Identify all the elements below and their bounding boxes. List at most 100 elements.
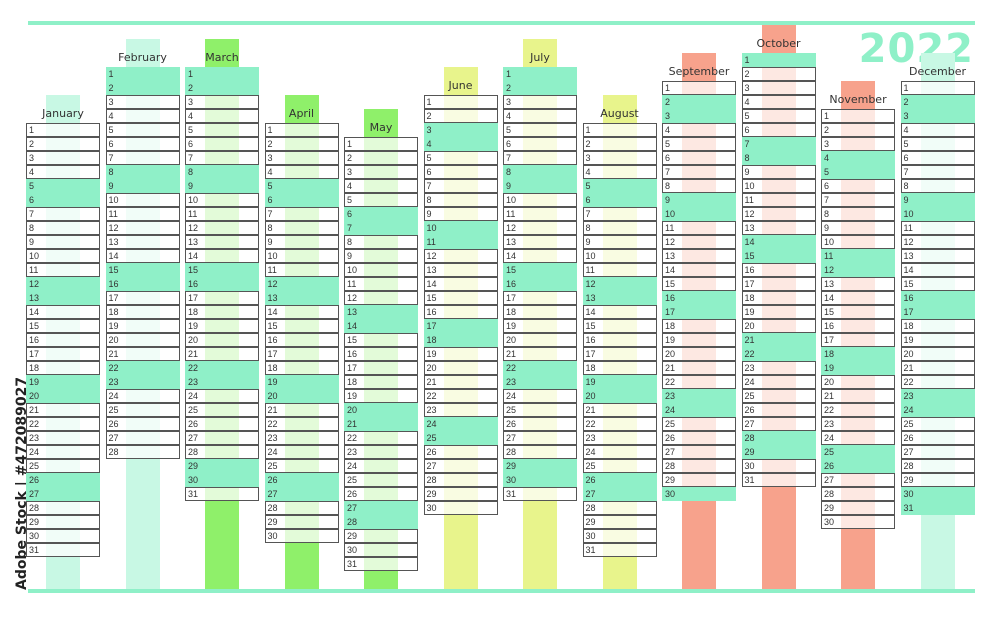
month-name: July (530, 51, 550, 64)
day-cell: 9 (344, 249, 418, 263)
day-cell: 10 (26, 249, 100, 263)
day-cell: 26 (503, 417, 577, 431)
day-cell: 24 (821, 431, 895, 445)
month-name: February (118, 51, 167, 64)
day-cell: 2 (185, 81, 259, 95)
day-cell: 27 (264, 487, 339, 501)
day-cell: 8 (264, 221, 339, 235)
day-cell: 10 (582, 249, 657, 263)
day-cell: 18 (582, 361, 657, 375)
day-cell: 2 (900, 95, 975, 109)
day-cell: 13 (503, 235, 577, 249)
day-list: 1 2 3 4 5 6 7 8 9 10 11 12 13 14 15 16 17 18 19 20 21 22 23 24 2… (503, 67, 577, 501)
day-cell: 30 (503, 473, 577, 487)
day-cell: 8 (26, 221, 100, 235)
day-cell: 17 (582, 347, 657, 361)
day-cell: 24 (344, 459, 418, 473)
bottom-rule (28, 589, 975, 593)
day-cell: 16 (900, 291, 975, 305)
day-cell: 3 (821, 137, 895, 151)
day-cell: 16 (185, 277, 259, 291)
day-cell: 8 (105, 165, 180, 179)
day-cell: 6 (26, 193, 100, 207)
day-cell: 15 (741, 249, 816, 263)
day-cell: 6 (582, 193, 657, 207)
day-cell: 4 (821, 151, 895, 165)
day-cell: 19 (105, 319, 180, 333)
month-name: June (448, 79, 473, 92)
day-list: 1 2 3 4 5 6 7 8 9 10 11 12 13 14 15 16 17 18 19 20 21 22 23 24 2… (264, 123, 339, 543)
day-cell: 16 (344, 347, 418, 361)
day-cell: 25 (264, 459, 339, 473)
day-cell: 24 (185, 389, 259, 403)
day-list: 1 2 3 4 5 6 7 8 9 10 11 12 13 14 15 16 17 18 19 20 21 22 23 24 2… (582, 123, 657, 557)
day-cell: 7 (821, 193, 895, 207)
day-cell: 8 (662, 179, 736, 193)
day-cell: 4 (264, 165, 339, 179)
day-cell: 12 (582, 277, 657, 291)
day-cell: 7 (185, 151, 259, 165)
day-cell: 25 (423, 431, 498, 445)
day-cell: 16 (105, 277, 180, 291)
day-cell: 7 (900, 165, 975, 179)
day-cell: 12 (185, 221, 259, 235)
day-cell: 12 (105, 221, 180, 235)
day-cell: 24 (423, 417, 498, 431)
day-cell: 29 (26, 515, 100, 529)
day-cell: 1 (503, 67, 577, 81)
day-cell: 11 (344, 277, 418, 291)
day-cell: 30 (344, 543, 418, 557)
day-cell: 11 (26, 263, 100, 277)
day-cell: 15 (344, 333, 418, 347)
day-cell: 29 (741, 445, 816, 459)
day-cell: 29 (662, 473, 736, 487)
day-cell: 5 (503, 123, 577, 137)
day-cell: 7 (423, 179, 498, 193)
day-cell: 1 (185, 67, 259, 81)
day-cell: 2 (264, 137, 339, 151)
day-cell: 31 (900, 501, 975, 515)
month-name: August (600, 107, 639, 120)
day-cell: 9 (582, 235, 657, 249)
day-cell: 1 (264, 123, 339, 137)
day-cell: 17 (423, 319, 498, 333)
day-cell: 21 (26, 403, 100, 417)
day-cell: 27 (503, 431, 577, 445)
day-cell: 4 (662, 123, 736, 137)
day-cell: 17 (662, 305, 736, 319)
day-cell: 3 (344, 165, 418, 179)
day-cell: 17 (26, 347, 100, 361)
day-cell: 22 (344, 431, 418, 445)
day-cell: 17 (185, 291, 259, 305)
day-list: 1 2 3 4 5 6 7 8 9 10 11 12 13 14 15 16 17 18 19 20 21 22 23 24 2… (105, 67, 180, 459)
day-cell: 16 (264, 333, 339, 347)
day-cell: 25 (185, 403, 259, 417)
day-cell: 12 (26, 277, 100, 291)
day-cell: 20 (900, 347, 975, 361)
day-cell: 13 (185, 235, 259, 249)
day-cell: 15 (26, 319, 100, 333)
day-cell: 25 (821, 445, 895, 459)
day-cell: 13 (105, 235, 180, 249)
day-cell: 3 (423, 123, 498, 137)
day-cell: 24 (503, 389, 577, 403)
day-cell: 19 (503, 319, 577, 333)
day-cell: 27 (105, 431, 180, 445)
month-name: May (369, 121, 393, 134)
day-cell: 3 (741, 81, 816, 95)
day-cell: 1 (662, 81, 736, 95)
day-cell: 16 (662, 291, 736, 305)
day-cell: 18 (264, 361, 339, 375)
day-cell: 24 (264, 445, 339, 459)
day-cell: 23 (423, 403, 498, 417)
day-cell: 13 (662, 249, 736, 263)
month-name: October (756, 37, 801, 50)
day-cell: 30 (26, 529, 100, 543)
day-cell: 22 (185, 361, 259, 375)
day-cell: 14 (582, 305, 657, 319)
month-name: January (42, 107, 84, 120)
day-cell: 13 (582, 291, 657, 305)
day-cell: 15 (821, 305, 895, 319)
day-cell: 15 (264, 319, 339, 333)
day-cell: 9 (105, 179, 180, 193)
